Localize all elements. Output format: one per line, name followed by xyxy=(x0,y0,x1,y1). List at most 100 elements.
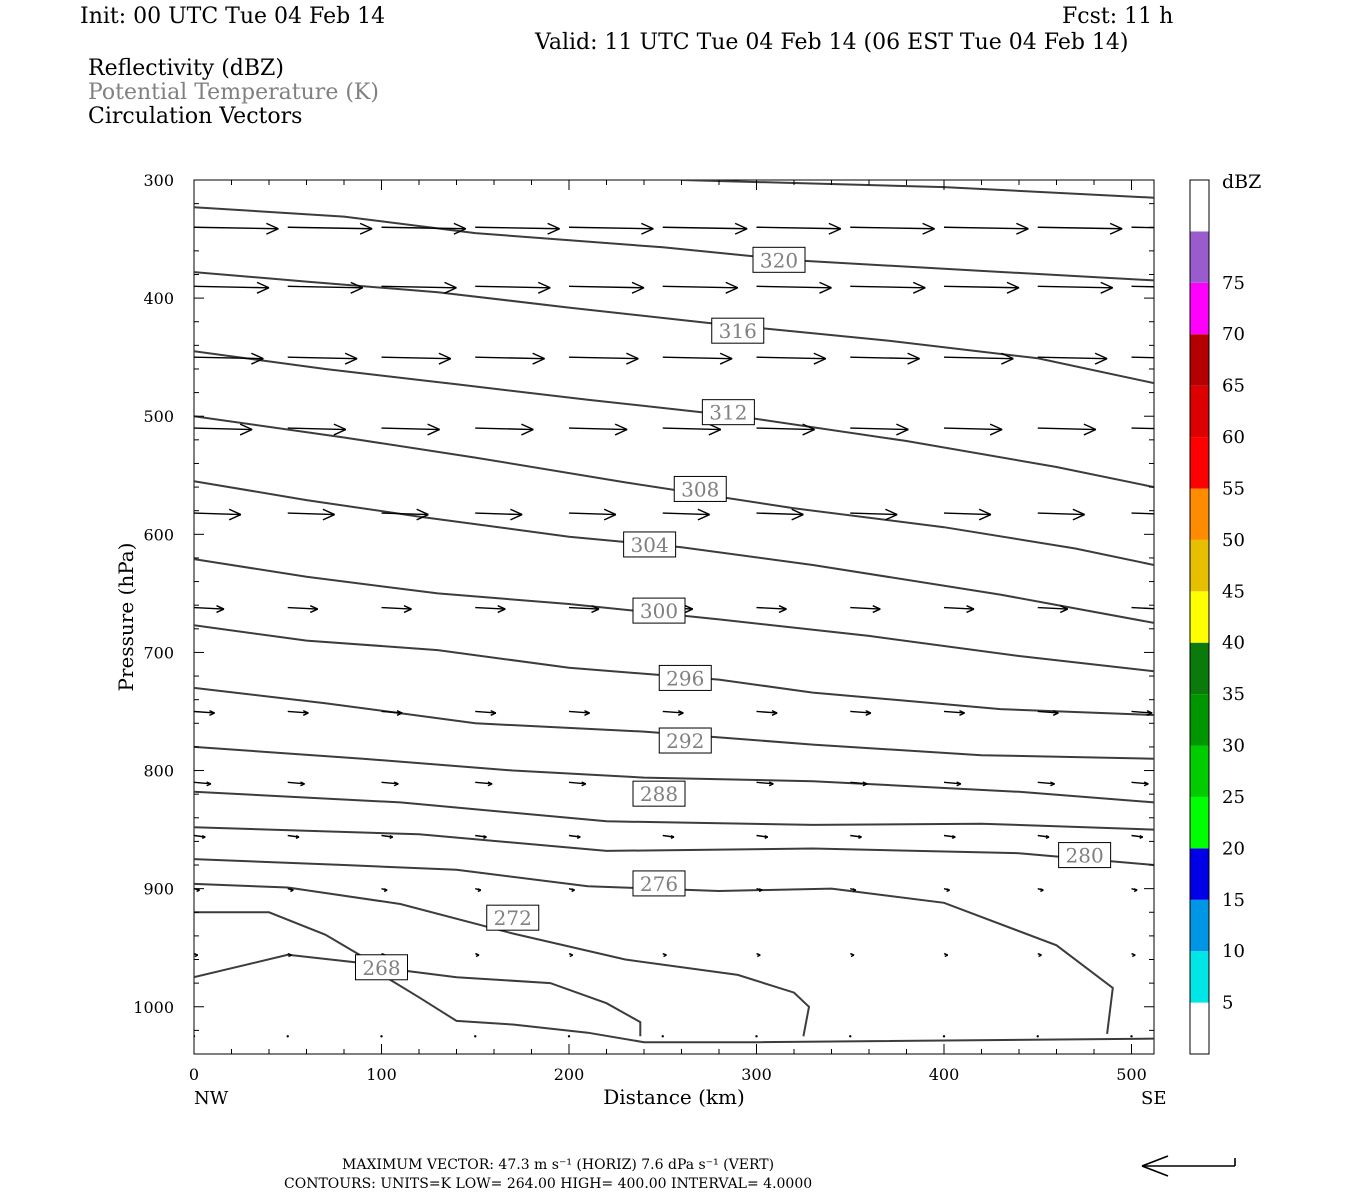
init-time: Init: 00 UTC Tue 04 Feb 14 xyxy=(80,4,386,29)
colorbar-tick-label: 55 xyxy=(1222,478,1245,499)
vector-arrow xyxy=(1131,952,1136,958)
vector-arrow xyxy=(568,222,654,235)
y-axis-label: Pressure (hPa) xyxy=(114,543,138,692)
colorbar-tick-label: 50 xyxy=(1222,530,1245,551)
vector-arrow xyxy=(568,508,617,521)
vector-arrow xyxy=(756,952,761,958)
contour-280 xyxy=(194,826,1154,866)
colorbar-segment xyxy=(1190,488,1209,540)
colorbar-segment xyxy=(1190,899,1209,952)
vector-arrow xyxy=(474,1035,477,1038)
colorbar-segment xyxy=(1190,848,1209,900)
vector-arrow xyxy=(755,1035,758,1038)
contour-label: 296 xyxy=(658,664,712,691)
colorbar-tick-label: 45 xyxy=(1222,581,1245,602)
vector-arrow xyxy=(1131,226,1154,229)
vector-arrow xyxy=(287,710,309,716)
contour-316 xyxy=(194,271,1154,385)
vector-arrow xyxy=(568,710,590,716)
y-tick-label: 700 xyxy=(143,643,174,662)
vector-arrow xyxy=(943,352,1014,365)
vector-arrow xyxy=(1037,887,1044,893)
contour-label-text: 288 xyxy=(640,782,678,806)
vector-arrow xyxy=(381,508,429,521)
vector-arrow xyxy=(568,352,639,365)
vector-arrow xyxy=(756,887,763,893)
vector-arrow xyxy=(850,710,872,716)
contour-label: 268 xyxy=(355,954,408,981)
field-circulation-vectors: Circulation Vectors xyxy=(88,104,303,129)
vector-arrow xyxy=(475,508,523,521)
contour-label-text: 292 xyxy=(666,729,704,753)
y-tick-label: 500 xyxy=(143,407,174,426)
contour-label: 304 xyxy=(623,531,677,558)
x-tick-label: 500 xyxy=(1116,1065,1147,1084)
y-tick-label: 1000 xyxy=(133,998,174,1017)
vector-arrow xyxy=(475,423,534,436)
vector-arrow xyxy=(756,605,787,614)
vector-arrow xyxy=(1131,710,1153,716)
colorbar-segment xyxy=(1190,334,1209,386)
vector-arrow xyxy=(756,781,774,787)
y-tick-label: 400 xyxy=(143,289,174,308)
forecast-hour: Fcst: 11 h xyxy=(1062,4,1174,29)
vector-arrow xyxy=(661,1035,664,1038)
colorbar-segment xyxy=(1190,591,1209,643)
vector-arrow xyxy=(475,710,497,716)
vector-arrow xyxy=(849,1035,852,1038)
vector-arrow xyxy=(287,352,358,365)
vector-arrow xyxy=(287,887,294,893)
vector-arrow xyxy=(475,352,545,365)
contour-label: 292 xyxy=(658,727,712,754)
vector-arrow xyxy=(756,834,769,839)
contour-284 xyxy=(194,790,1154,831)
contour-label-text: 312 xyxy=(709,401,747,425)
contour-label: 316 xyxy=(711,317,765,344)
vector-arrow xyxy=(287,781,305,787)
vector-arrow xyxy=(662,508,710,521)
vector-arrow xyxy=(194,834,206,839)
vector-arrow xyxy=(943,281,1020,294)
contour-label: 312 xyxy=(701,399,755,426)
contour-label-text: 304 xyxy=(631,533,669,557)
vector-arrow xyxy=(756,281,832,294)
vector-arrow xyxy=(1037,222,1123,235)
plot-frame xyxy=(193,179,1155,1055)
vector-arrow xyxy=(850,781,868,787)
vector-arrow xyxy=(1037,710,1059,716)
contour-292 xyxy=(194,686,1154,760)
x-tick-label: 300 xyxy=(741,1065,772,1084)
vector-arrow xyxy=(1036,1035,1039,1038)
vector-arrow xyxy=(194,222,279,235)
vector-arrow xyxy=(475,834,487,839)
x-tick-label: 200 xyxy=(554,1065,585,1084)
vector-arrow xyxy=(475,281,551,294)
maximum-vector-note: MAXIMUM VECTOR: 47.3 m s⁻¹ (HORIZ) 7.6 d… xyxy=(342,1157,775,1173)
contour-label: 288 xyxy=(632,780,686,807)
vector-arrow xyxy=(1131,887,1138,893)
vector-arrow xyxy=(475,781,493,787)
vector-arrow xyxy=(756,423,815,436)
vector-arrow xyxy=(381,222,467,235)
contour-label-text: 268 xyxy=(362,956,400,980)
vector-arrow xyxy=(943,605,975,614)
contour-296 xyxy=(194,624,1154,716)
vector-arrow xyxy=(287,423,347,436)
field-potential-temperature: Potential Temperature (K) xyxy=(88,80,379,105)
contour-268 xyxy=(194,911,642,1037)
contour-label: 280 xyxy=(1058,842,1112,869)
vector-arrow xyxy=(662,352,733,365)
colorbar-frame xyxy=(1189,179,1210,1055)
vector-arrow xyxy=(568,834,581,839)
contour-label-text: 276 xyxy=(640,872,678,896)
vector-arrow xyxy=(287,222,373,235)
vector-arrow xyxy=(381,710,403,716)
vector-arrow xyxy=(1037,952,1042,958)
vector-arrow xyxy=(943,508,992,521)
contour-272 xyxy=(194,882,811,1037)
vector-arrow xyxy=(194,605,225,614)
vector-arrow xyxy=(1131,834,1144,839)
vector-arrow xyxy=(662,281,739,294)
vector-arrow xyxy=(287,508,335,521)
x-tick-label: 0 xyxy=(189,1065,199,1084)
